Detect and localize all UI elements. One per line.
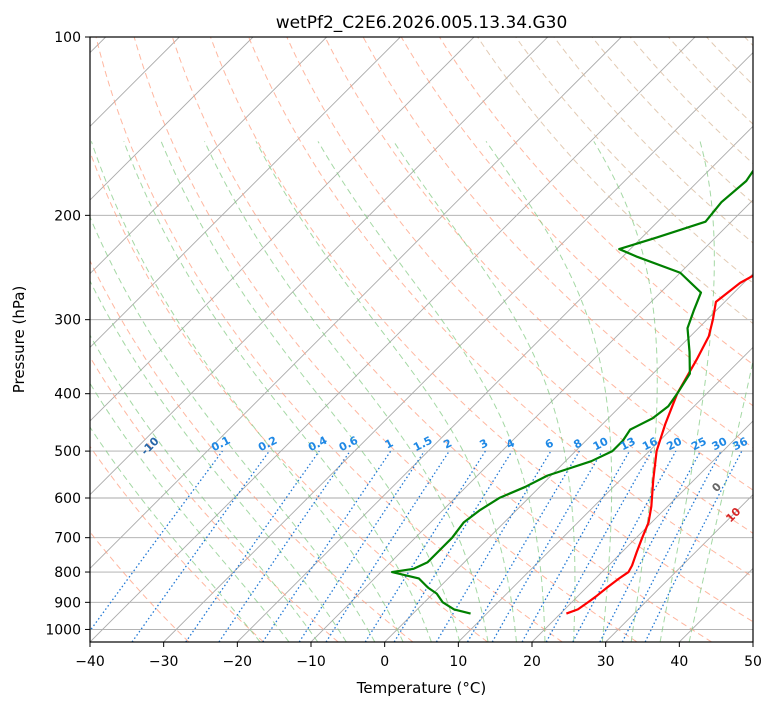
- moist-adiabat-line: [485, 141, 613, 642]
- mixing-ratio-line: [521, 450, 631, 642]
- mixing-ratio-line: [90, 450, 223, 632]
- mixing-ratio-label: 13: [618, 435, 638, 454]
- isotherm-line: [163, 52, 753, 642]
- dry-adiabat-line: [133, 37, 638, 642]
- dry-adiabat-line: [629, 37, 753, 165]
- moist-adiabat-line: [204, 141, 489, 642]
- moist-adiabat-line: [688, 358, 753, 642]
- x-tick-label: 20: [523, 654, 541, 670]
- mixing-ratio-line: [131, 450, 270, 642]
- isotherm-line: [90, 37, 254, 201]
- moist-adiabat-line: [90, 426, 261, 642]
- x-tick-label: 30: [597, 654, 615, 670]
- isotherm-line: [90, 37, 475, 422]
- dry-adiabat-line: [248, 37, 753, 578]
- y-tick-label: 900: [54, 595, 81, 611]
- mixing-ratio-line: [466, 450, 580, 642]
- dry-adiabat-line: [90, 259, 414, 642]
- plot-frame: [89, 36, 754, 643]
- dry-adiabat-line: [515, 37, 753, 284]
- isotherm-line: [90, 37, 622, 569]
- x-axis-label: Temperature (°C): [356, 679, 486, 697]
- dry-adiabat-line: [477, 37, 753, 325]
- x-tick-label: −20: [223, 654, 253, 670]
- moist-adiabat-line: [393, 141, 576, 642]
- x-tick-label: −10: [296, 654, 326, 670]
- chart-title: wetPf2_C2E6.2026.005.13.34.G30: [276, 13, 568, 33]
- isotherm-line: [90, 37, 327, 275]
- isotherm-line: [90, 37, 696, 642]
- dry-adiabat-line: [362, 37, 753, 449]
- y-tick-label: 200: [54, 208, 81, 224]
- moist-adiabat-line: [90, 382, 290, 642]
- y-tick-label: 400: [54, 387, 81, 403]
- isotherm-line: [90, 37, 401, 348]
- isotherm-line: [458, 346, 753, 642]
- isotherm-line: [605, 494, 753, 642]
- moist-adiabat-line: [160, 141, 461, 642]
- x-tick-label: −30: [149, 654, 179, 670]
- mixing-ratio-line: [393, 450, 513, 642]
- y-tick-label: 1000: [45, 622, 81, 638]
- moist-adiabat-line: [90, 334, 319, 642]
- dry-adiabat-line: [324, 37, 753, 491]
- moist-adiabat-line: [593, 141, 658, 642]
- y-tick-label: 100: [54, 30, 81, 46]
- y-tick-label: 600: [54, 491, 81, 507]
- moist-adiabat-line: [90, 141, 404, 642]
- mixing-ratio-line: [185, 450, 320, 642]
- y-tick-label: 500: [54, 444, 81, 460]
- isotherm-line: [237, 125, 753, 642]
- dry-adiabat-line: [95, 37, 563, 642]
- x-tick-label: 40: [670, 654, 688, 670]
- dry-adiabat-line: [591, 37, 753, 204]
- dry-adiabat-line: [171, 37, 712, 642]
- y-tick-label: 800: [54, 565, 81, 581]
- isotherm-line: [384, 273, 753, 642]
- x-tick-label: 0: [380, 654, 389, 670]
- plot-area: [90, 37, 753, 642]
- mixing-ratio-label: 25: [689, 435, 709, 454]
- mixing-ratio-label: 36: [730, 435, 750, 454]
- dry-adiabat-line: [400, 37, 753, 407]
- isotherm-line: [531, 420, 753, 642]
- y-axis-label: Pressure (hPa): [10, 286, 28, 394]
- mixing-ratio-label: 10: [591, 435, 611, 454]
- y-tick-label: 700: [54, 531, 81, 547]
- mixing-ratio-label: 16: [640, 435, 660, 454]
- y-tick-label: 300: [54, 313, 81, 329]
- mixing-ratio-line: [545, 450, 653, 642]
- moist-adiabat-line: [659, 141, 715, 642]
- dewpoint-profile: [390, 169, 753, 615]
- x-tick-label: 10: [449, 654, 467, 670]
- moist-adiabat-line: [123, 141, 432, 642]
- mixing-ratio-label: 20: [664, 435, 684, 454]
- moist-adiabat-line: [90, 279, 347, 642]
- mixing-ratio-line: [491, 450, 603, 642]
- x-tick-label: 50: [744, 654, 762, 670]
- mixing-ratio-line: [325, 450, 450, 642]
- mixing-ratio-line: [218, 450, 351, 642]
- mixing-ratio-line: [572, 450, 677, 642]
- x-tick-label: −40: [75, 654, 105, 670]
- mixing-ratio-label: 30: [710, 435, 730, 454]
- mixing-ratio-line: [364, 450, 486, 642]
- moist-adiabat-line: [317, 141, 546, 642]
- dry-adiabat-line: [90, 445, 264, 642]
- dry-adiabat-line: [210, 37, 753, 623]
- isotherm-line: [90, 37, 548, 496]
- axes: −40 −30 −20 −10 0 10 20 30 40 50 100 200 300 400 500 60…: [45, 30, 762, 670]
